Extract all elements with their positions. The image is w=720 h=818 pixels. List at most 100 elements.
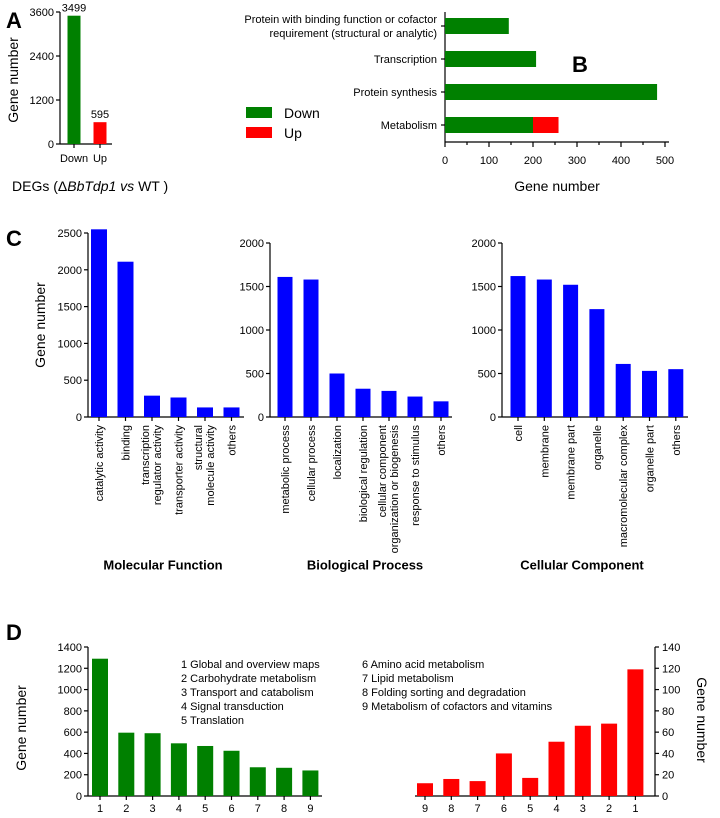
y-tick-label: 0 [48,139,54,151]
bar [223,750,240,796]
kegg-legend-item: 9 Metabolism of cofactors and vitamins [362,701,553,713]
category-label: metabolic process [280,425,292,514]
category-label: 5 [527,803,533,815]
category-label: Up [93,153,107,165]
y-tick-label: 1200 [30,95,54,107]
y-tick-label: 2000 [58,265,82,277]
x-tick-label: 400 [612,155,630,167]
bar [381,390,397,417]
bar [92,658,108,796]
category-label: 8 [448,803,454,815]
bar [548,741,565,796]
label-line: macromolecular complex [618,425,630,548]
bar [407,396,423,417]
y-tick-label: 500 [64,375,82,387]
label-line: regulator activity [152,425,164,506]
y-tick-label: 3600 [30,7,54,19]
y-tick-label: 500 [478,369,496,381]
bar [117,261,134,417]
category-label: 5 [202,803,208,815]
y-tick-label: 200 [64,770,82,782]
bar [522,777,539,796]
bar [277,276,293,417]
kegg-legend-item: 5 Translation [181,715,244,727]
y-tick-label: 500 [246,369,264,381]
y-axis-title: Gene number [32,282,48,368]
bar [144,395,160,417]
bar [197,407,213,417]
x-axis-title-part: DEGs ( [12,178,58,194]
x-axis-title-part: vs [116,178,138,194]
panel-label-D: D [6,620,22,645]
x-axis-title-part: Δ [58,178,67,194]
category-label: 1 [97,803,103,815]
bar [574,725,591,796]
category-label: Protein with binding function or cofacto… [244,14,437,40]
category-label: 3 [580,803,586,815]
bar-up [533,117,559,133]
y-tick-label: 400 [64,748,82,760]
category-label: 6 [228,803,234,815]
bar-down [445,18,509,34]
y-tick-label: 1000 [472,325,496,337]
category-label: structuralmolecule activity [193,425,217,506]
label-line: organelle [592,425,604,470]
bar [355,388,371,417]
y-tick-label: 1200 [58,663,82,675]
kegg-legend-item: 1 Global and overview maps [181,659,320,671]
y-tick-label: 800 [64,706,82,718]
category-label: others [436,425,448,456]
category-label: biological regulation [358,425,370,522]
category-label: cellular process [306,425,318,502]
category-label: Protein synthesis [353,87,437,99]
category-label: others [227,425,239,456]
y-tick-label: 1500 [58,302,82,314]
y-tick-label: 100 [662,685,680,697]
bar [443,778,460,796]
panel-label-C: C [6,226,22,251]
x-tick-label: 100 [480,155,498,167]
category-label: organelle part [645,425,657,492]
legend-label: Down [284,105,320,121]
x-tick-label: 300 [568,155,586,167]
label-line: organelle part [645,425,657,492]
label-line: cell [513,425,525,442]
panel-label-B: B [572,52,588,77]
x-axis-title: Gene number [514,178,600,194]
y-tick-label: 2500 [58,228,82,240]
bar [668,369,684,417]
y-tick-label: 40 [662,748,674,760]
category-label: 2 [606,803,612,815]
label-line: metabolic process [280,425,292,514]
bar [170,397,187,417]
label-line: structural [193,425,205,470]
category-label: others [671,425,683,456]
data-label: 3499 [62,3,86,15]
bar-down [445,84,658,100]
y-tick-label: 140 [662,642,680,654]
y-tick-label: 1000 [240,325,264,337]
bar [601,723,618,796]
label-line: requirement (structural or analytic) [269,28,437,40]
category-label: catalytic activity [94,425,106,502]
y-tick-label: 0 [76,412,82,424]
y-tick-label: 1000 [58,338,82,350]
label-line: others [227,425,239,456]
y-tick-label: 0 [258,412,264,424]
bar [589,309,605,417]
y-tick-label: 60 [662,727,674,739]
bar [303,279,319,417]
label-line: transporter activity [174,425,186,515]
bar [510,276,526,417]
y-tick-label: 80 [662,706,674,718]
label-line: binding [121,425,133,460]
bar [642,370,657,417]
bar [118,732,135,796]
bar-down [445,51,537,67]
category-label: 1 [632,803,638,815]
bar [276,767,293,796]
category-label: 8 [281,803,287,815]
bar-down [445,117,533,133]
subplot-title: Molecular Function [103,557,222,572]
